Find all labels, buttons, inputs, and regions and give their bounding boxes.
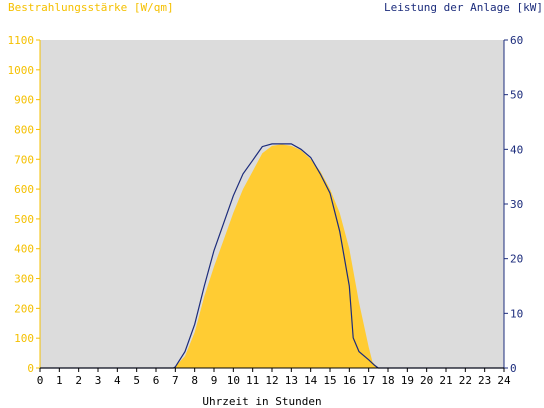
left-axis-tick-label: 500 [14,213,34,226]
x-axis-tick-label: 8 [191,374,198,387]
x-axis-tick-label: 21 [439,374,452,387]
right-axis-tick-label: 50 [510,89,523,102]
left-axis-tick-label: 800 [14,123,34,136]
x-axis-tick-label: 14 [304,374,318,387]
x-axis-tick-label: 16 [343,374,356,387]
right-axis-tick-label: 20 [510,253,523,266]
right-axis-tick-label: 0 [510,362,517,375]
left-axis-tick-label: 200 [14,302,34,315]
left-axis-tick-label: 400 [14,243,34,256]
x-axis-tick-label: 11 [246,374,259,387]
x-axis-tick-label: 15 [323,374,336,387]
left-axis-tick-label: 700 [14,153,34,166]
x-axis-tick-label: 24 [497,374,511,387]
left-axis-title: Bestrahlungsstärke [W/qm] [8,1,174,14]
x-axis-tick-label: 23 [478,374,491,387]
right-axis-tick-label: 10 [510,307,523,320]
x-axis-tick-label: 4 [114,374,121,387]
x-axis-tick-label: 19 [401,374,414,387]
left-axis-tick-label: 1000 [8,64,35,77]
x-axis-tick-label: 0 [37,374,44,387]
x-axis-tick-label: 13 [285,374,298,387]
x-axis-tick-label: 20 [420,374,433,387]
x-axis-tick-label: 3 [95,374,102,387]
x-axis-tick-label: 2 [75,374,82,387]
left-axis-tick-label: 300 [14,273,34,286]
x-axis-label: Uhrzeit in Stunden [202,395,321,408]
left-axis-tick-label: 1100 [8,34,35,47]
x-axis-tick-label: 17 [362,374,375,387]
x-axis-tick-label: 7 [172,374,179,387]
left-axis-tick-label: 100 [14,332,34,345]
x-axis-tick-label: 6 [153,374,160,387]
left-axis-tick-label: 0 [27,362,34,375]
x-axis-tick-label: 1 [56,374,63,387]
right-axis-title: Leistung der Anlage [kW] [384,1,543,14]
irradiance-area-series [40,144,504,368]
left-axis-tick-label: 600 [14,183,34,196]
right-axis-tick-label: 40 [510,143,523,156]
x-axis-tick-label: 12 [265,374,278,387]
x-axis-tick-label: 5 [133,374,140,387]
x-axis-tick-label: 9 [211,374,218,387]
right-axis-tick-label: 60 [510,34,523,47]
right-axis-tick-label: 30 [510,198,523,211]
x-axis-tick-label: 22 [459,374,472,387]
left-axis-tick-label: 900 [14,94,34,107]
x-axis-tick-label: 18 [381,374,394,387]
x-axis-tick-label: 10 [227,374,240,387]
power-line-series [40,143,504,369]
